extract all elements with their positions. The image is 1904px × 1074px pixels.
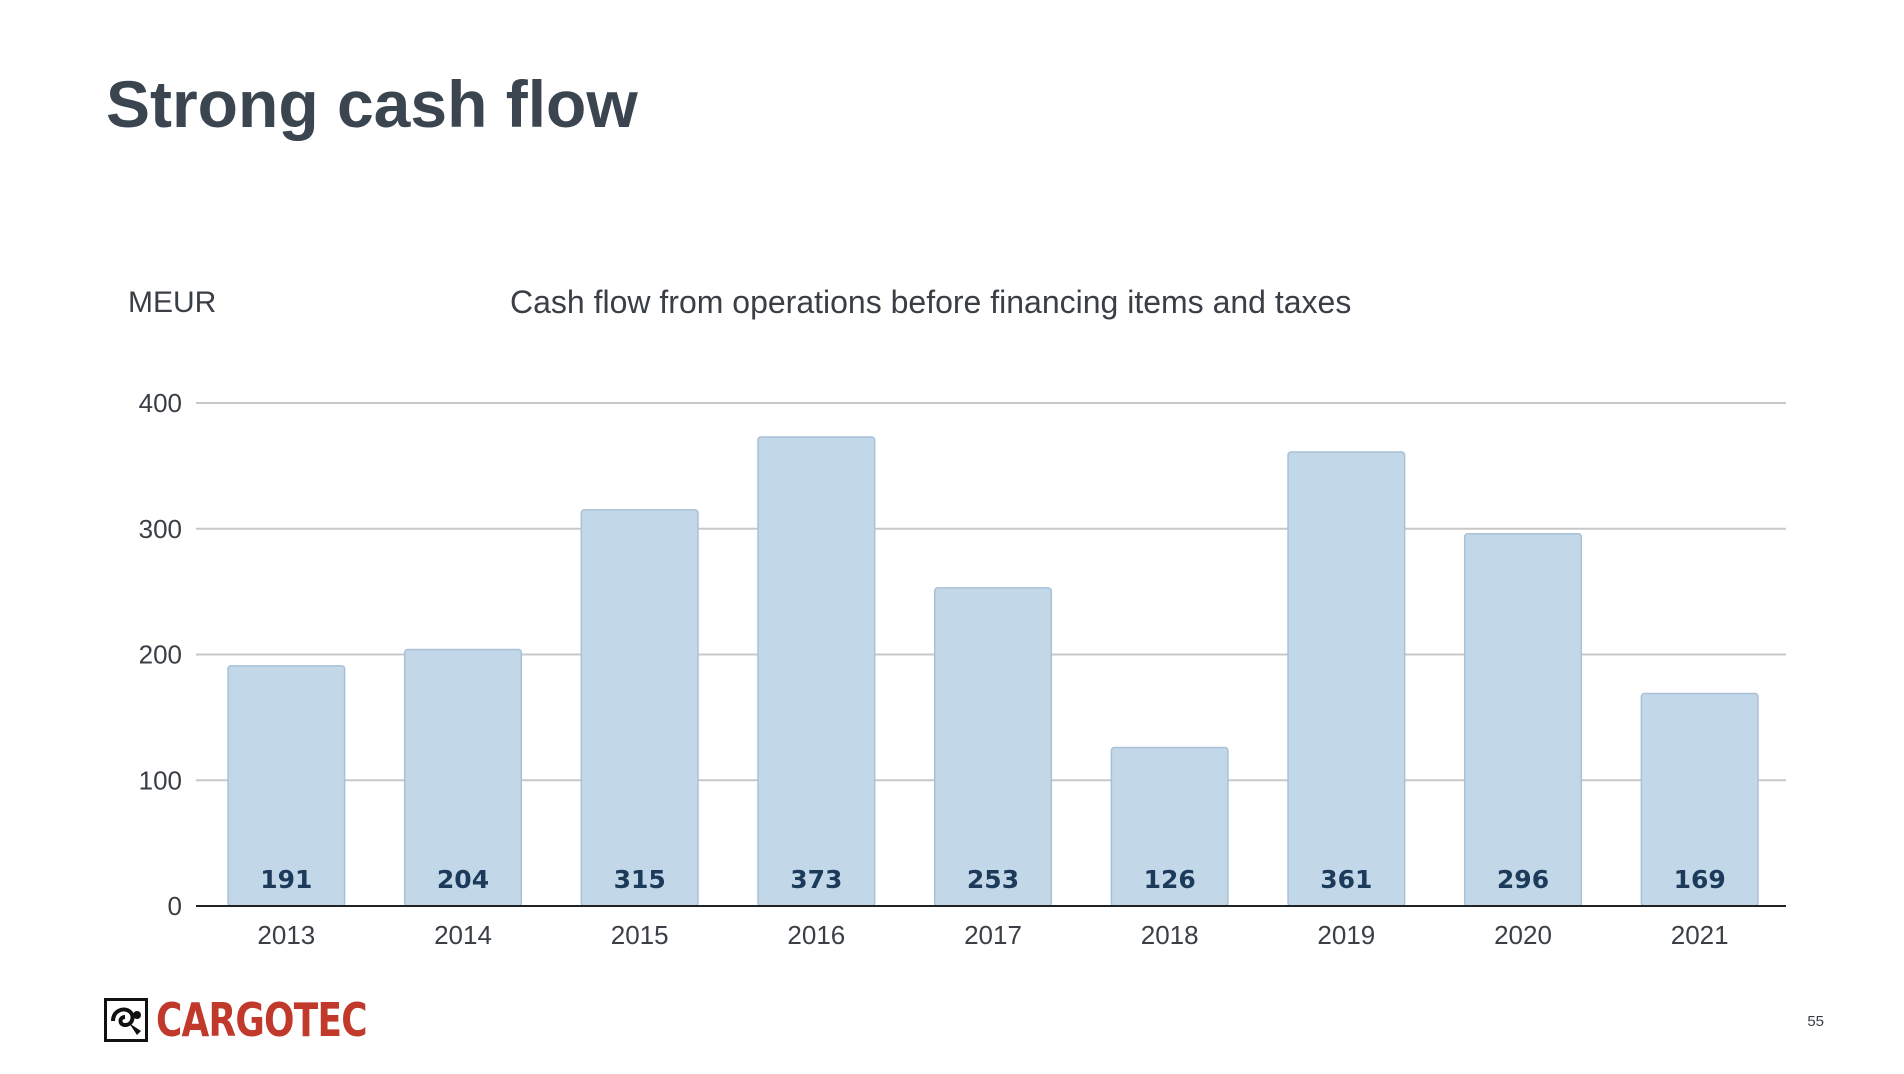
x-tick-label-2013: 2013: [257, 920, 315, 950]
data-label-2016: 373: [790, 865, 842, 894]
data-label-2021: 169: [1674, 865, 1726, 894]
data-label-2015: 315: [614, 865, 666, 894]
bar-2019: [1287, 451, 1406, 907]
data-label-2020: 296: [1497, 865, 1549, 894]
data-label-2014: 204: [437, 865, 489, 894]
data-labels: 191 204 315 373 253 126 361 296 169: [260, 865, 1726, 894]
y-tick-label: 300: [139, 514, 182, 544]
x-tick-label-2018: 2018: [1141, 920, 1199, 950]
bar-chart: 0 100 200 300 400 191 204 315 373 253 126 361 296 16…: [139, 388, 1786, 950]
bar-2020: [1463, 533, 1583, 907]
x-tick-label-2019: 2019: [1317, 920, 1375, 950]
x-tick-label-2016: 2016: [787, 920, 845, 950]
y-axis-ticks: 0 100 200 300 400: [139, 388, 182, 921]
x-tick-label-2014: 2014: [434, 920, 492, 950]
bar-2017: [933, 587, 1053, 907]
x-tick-label-2015: 2015: [611, 920, 669, 950]
data-label-2019: 361: [1320, 865, 1372, 894]
data-label-2013: 191: [260, 865, 312, 894]
bar-2016: [757, 436, 876, 907]
logo-wordmark: CARGOTEC: [156, 993, 368, 1047]
data-label-2018: 126: [1144, 865, 1196, 894]
page-number: 55: [1807, 1013, 1824, 1030]
y-tick-label: 200: [139, 640, 182, 670]
chart-title: Cash flow from operations before financi…: [510, 284, 1352, 320]
cargotec-logo: CARGOTEC: [104, 996, 426, 1044]
x-tick-label-2020: 2020: [1494, 920, 1552, 950]
y-tick-label: 400: [139, 388, 182, 418]
x-tick-label-2021: 2021: [1671, 920, 1729, 950]
bar-2015: [580, 509, 699, 907]
bars: [227, 436, 1759, 907]
y-tick-label: 100: [139, 765, 182, 795]
ram-logo-icon: [104, 998, 148, 1042]
data-label-2017: 253: [967, 865, 1019, 894]
y-axis-unit-label: MEUR: [128, 286, 217, 319]
x-tick-label-2017: 2017: [964, 920, 1022, 950]
x-axis-ticks: 2013 2014 2015 2016 2017 2018 2019 2020 2021: [257, 920, 1728, 950]
slide-title: Strong cash flow: [106, 67, 638, 141]
y-tick-label: 0: [168, 891, 182, 921]
